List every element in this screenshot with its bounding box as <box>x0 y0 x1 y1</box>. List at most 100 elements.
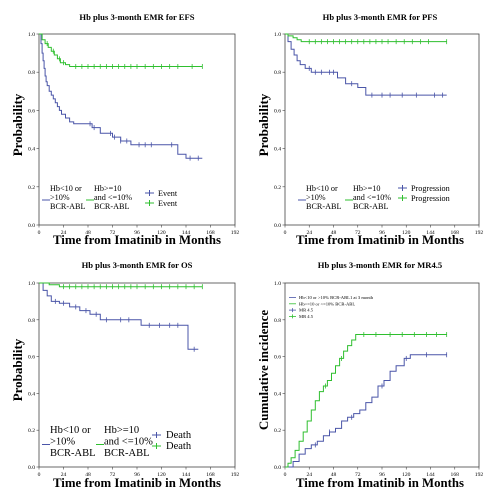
chart-title: Hb plus 3-month EMR for PFS <box>323 12 438 22</box>
km-curve-series-0 <box>39 33 203 159</box>
legend-entry-2: MR 4.5 <box>299 308 314 313</box>
x-tick-label: 96 <box>379 230 385 236</box>
chart-title: Hb plus 3-month EMR for MR4.5 <box>318 260 442 270</box>
legend-entry-1: Hb>=10 or <=10% BCR-ABL <box>299 301 355 306</box>
km-curve-series-1 <box>39 282 203 288</box>
x-tick-label: 192 <box>231 230 240 236</box>
chart-title: Hb plus 3-month EMR for EFS <box>79 12 194 22</box>
legend-title-2-line: BCR-ABL <box>353 202 389 211</box>
legend-title-2-line: and <=10% <box>353 193 391 202</box>
legend-title-2-line: Hb>=10 <box>104 425 139 436</box>
km-curve-series-0 <box>285 354 447 468</box>
x-tick-label: 72 <box>355 472 361 478</box>
x-tick-label: 96 <box>379 472 385 478</box>
legend-title-1-line: Hb<10 or <box>306 184 338 193</box>
x-tick-label: 48 <box>331 230 337 236</box>
y-tick-label: 0.6 <box>274 355 281 361</box>
y-tick-label: 0.0 <box>28 465 35 471</box>
legend-title-1-line: BCR-ABL <box>50 202 86 211</box>
y-tick-label: 0.6 <box>28 108 35 114</box>
x-tick-label: 144 <box>426 230 435 236</box>
x-tick-label: 120 <box>402 472 411 478</box>
y-tick-label: 0.0 <box>274 223 281 229</box>
x-axis-label: Time from Imatinib in Months <box>53 233 221 247</box>
y-axis-label: Cumulative incidence <box>256 310 271 430</box>
x-tick-label: 120 <box>157 472 166 478</box>
y-tick-label: 0.8 <box>274 318 281 324</box>
x-tick-label: 48 <box>331 472 337 478</box>
y-tick-label: 1.0 <box>274 32 281 38</box>
legend-title-2-line: Hb>=10 <box>94 184 121 193</box>
legend-title-1-line: BCR-ABL <box>50 448 96 459</box>
x-tick-label: 72 <box>110 472 116 478</box>
x-tick-label: 96 <box>134 472 140 478</box>
x-tick-label: 96 <box>134 230 140 236</box>
y-tick-label: 0.4 <box>28 147 35 153</box>
y-tick-label: 0.4 <box>274 147 281 153</box>
y-tick-label: 0.4 <box>274 391 281 397</box>
legend-group-title-2: Hb>=10 and <=10% BCR-ABL <box>353 184 391 211</box>
legend-entry-0: Event <box>158 189 178 198</box>
x-tick-label: 24 <box>306 472 312 478</box>
km-curve-series-0 <box>39 282 199 350</box>
x-tick-label: 168 <box>206 230 215 236</box>
y-tick-label: 0.8 <box>28 70 35 76</box>
x-tick-label: 0 <box>38 472 41 478</box>
y-axis-label: Probability <box>10 338 25 401</box>
chart-panel-3: 0 24 48 72 96 120 144 168 192 0.0 0.2 0.4 0.6 0.8 1.0 H… <box>256 260 483 490</box>
legend-title-2-line: Hb>=10 <box>353 184 380 193</box>
x-tick-label: 192 <box>475 230 484 236</box>
legend-title-1-line: Hb<10 or <box>50 425 91 436</box>
legend-group-title-1: Hb<10 or >10% BCR-ABL <box>50 184 86 211</box>
legend-entry-1: Progression <box>411 194 450 203</box>
legend-group-title-1: Hb<10 or >10% BCR-ABL <box>50 425 96 459</box>
legend-title-1-line: BCR-ABL <box>306 202 342 211</box>
legend-entry-0: Death <box>166 430 192 441</box>
x-tick-label: 120 <box>157 230 166 236</box>
x-tick-label: 48 <box>85 230 91 236</box>
km-curve-series-1 <box>285 334 447 468</box>
legend-entry-1: Event <box>158 199 178 208</box>
legend-title-1-line: Hb<10 or <box>50 184 82 193</box>
x-tick-label: 48 <box>85 472 91 478</box>
km-curve-series-1 <box>39 33 203 67</box>
chart-panel-0: 0 24 48 72 96 120 144 168 192 0.0 0.2 0.4 0.6 0.8 1.0 H… <box>10 12 239 247</box>
y-tick-label: 0.6 <box>274 108 281 114</box>
legend-3: Hb<10 or >10% BCR-ABL1 at 3 monthHb>=10 … <box>289 295 374 319</box>
x-tick-label: 72 <box>110 230 116 236</box>
legend-title-2-line: BCR-ABL <box>104 448 150 459</box>
x-tick-label: 192 <box>231 472 240 478</box>
y-tick-label: 1.0 <box>274 281 281 287</box>
x-tick-label: 192 <box>475 472 484 478</box>
legend-entry-3: MR 4.5 <box>299 314 314 319</box>
legend-entry-0: Hb<10 or >10% BCR-ABL1 at 3 month <box>299 295 374 300</box>
y-tick-label: 0.2 <box>28 428 35 434</box>
y-axis-label: Probability <box>10 93 25 156</box>
x-tick-label: 168 <box>206 472 215 478</box>
y-tick-label: 1.0 <box>28 281 35 287</box>
legend-group-title-2: Hb>=10 and <=10% BCR-ABL <box>94 184 132 211</box>
legend-entry-0: Progression <box>411 184 450 193</box>
y-tick-label: 0.8 <box>28 318 35 324</box>
x-tick-label: 144 <box>182 472 191 478</box>
y-tick-label: 0.0 <box>274 465 281 471</box>
x-axis-label: Time from Imatinib in Months <box>296 476 464 490</box>
x-tick-label: 72 <box>355 230 361 236</box>
x-axis-label: Time from Imatinib in Months <box>53 476 221 490</box>
legend-entry-1: Death <box>166 441 192 452</box>
km-curve-series-1 <box>285 33 447 43</box>
legend-group-title-1: Hb<10 or >10% BCR-ABL <box>306 184 342 211</box>
legend-title-2-line: and <=10% <box>94 193 132 202</box>
y-tick-label: 0.2 <box>274 428 281 434</box>
x-tick-label: 144 <box>426 472 435 478</box>
x-tick-label: 144 <box>182 230 191 236</box>
chart-panel-2: 0 24 48 72 96 120 144 168 192 0.0 0.2 0.4 0.6 0.8 1.0 H… <box>10 260 239 490</box>
legend-title-1-line: >10% <box>50 193 70 202</box>
legend-title-2-line: BCR-ABL <box>94 202 130 211</box>
chart-panel-1: 0 24 48 72 96 120 144 168 192 0.0 0.2 0.4 0.6 0.8 1.0 H… <box>256 12 483 247</box>
y-tick-label: 0.2 <box>274 185 281 191</box>
chart-title: Hb plus 3-month EMR for OS <box>82 260 193 270</box>
x-tick-label: 120 <box>402 230 411 236</box>
